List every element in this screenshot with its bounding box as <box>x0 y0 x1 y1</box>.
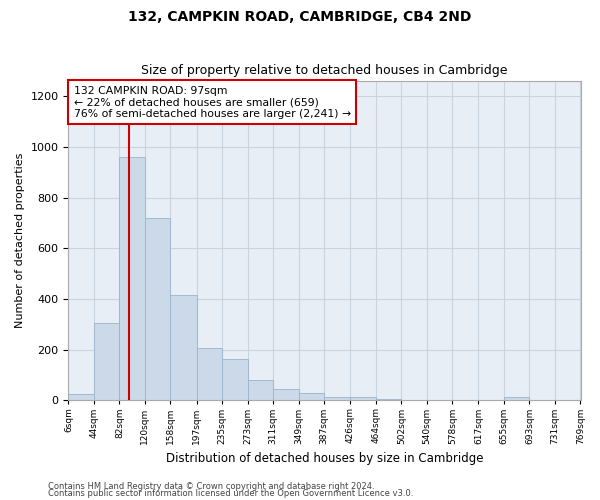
Y-axis label: Number of detached properties: Number of detached properties <box>15 153 25 328</box>
Text: Contains HM Land Registry data © Crown copyright and database right 2024.: Contains HM Land Registry data © Crown c… <box>48 482 374 491</box>
Bar <box>324 396 350 400</box>
Bar <box>94 323 119 400</box>
Bar <box>119 157 145 400</box>
Bar <box>350 397 376 400</box>
Bar <box>222 358 248 401</box>
Bar <box>376 399 401 400</box>
Text: 132 CAMPKIN ROAD: 97sqm
← 22% of detached houses are smaller (659)
76% of semi-d: 132 CAMPKIN ROAD: 97sqm ← 22% of detache… <box>74 86 350 119</box>
X-axis label: Distribution of detached houses by size in Cambridge: Distribution of detached houses by size … <box>166 452 483 465</box>
Bar <box>170 295 197 401</box>
Bar <box>299 392 324 400</box>
Bar <box>273 389 299 400</box>
Title: Size of property relative to detached houses in Cambridge: Size of property relative to detached ho… <box>141 64 508 77</box>
Bar <box>248 380 273 400</box>
Bar <box>68 394 94 400</box>
Text: 132, CAMPKIN ROAD, CAMBRIDGE, CB4 2ND: 132, CAMPKIN ROAD, CAMBRIDGE, CB4 2ND <box>128 10 472 24</box>
Bar <box>197 348 222 401</box>
Bar <box>145 218 170 400</box>
Text: Contains public sector information licensed under the Open Government Licence v3: Contains public sector information licen… <box>48 489 413 498</box>
Bar <box>504 397 529 400</box>
